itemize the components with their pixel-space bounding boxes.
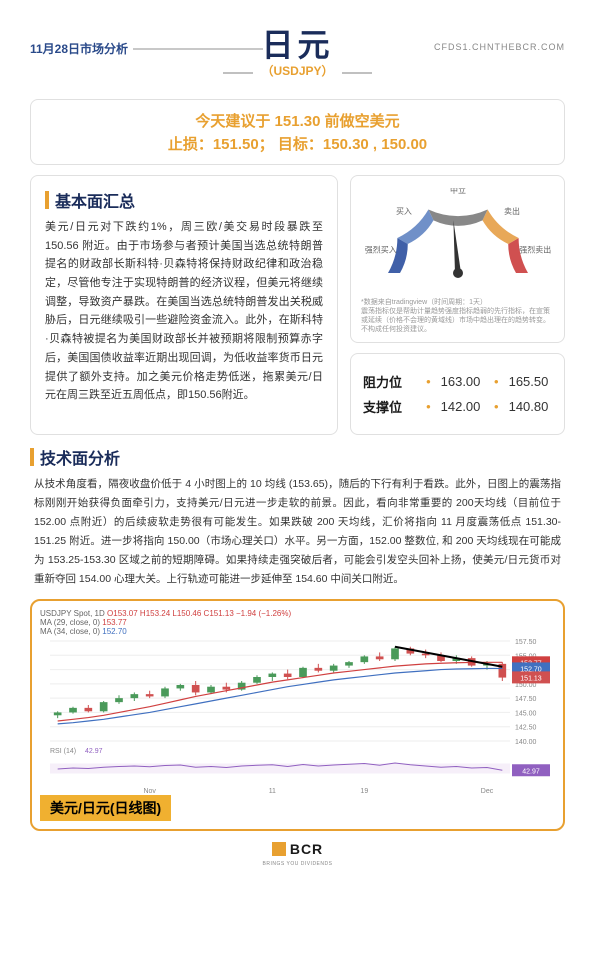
- svg-text:140.00: 140.00: [515, 739, 537, 746]
- brand-tagline: BRINGS YOU DIVIDENDS: [0, 861, 595, 867]
- date-rule: [133, 48, 263, 50]
- svg-text:42.97: 42.97: [85, 748, 103, 755]
- svg-text:中立: 中立: [450, 188, 466, 195]
- svg-text:卖出: 卖出: [504, 206, 520, 216]
- svg-text:RSI (14): RSI (14): [50, 748, 76, 755]
- sentiment-gauge: 强烈卖出 卖出 中立买入强烈买入: [363, 188, 553, 288]
- chart-info: USDJPY Spot, 1D O153.07 H153.24 L150.46 …: [40, 609, 555, 636]
- page-subtitle: （USDJPY）: [261, 62, 333, 79]
- brand-icon: [272, 842, 286, 856]
- date-block: 11月28日市场分析: [30, 40, 263, 57]
- chart-caption: 美元/日元(日线图): [40, 795, 171, 821]
- svg-text:145.00: 145.00: [515, 710, 537, 717]
- svg-text:强烈买入: 强烈买入: [364, 245, 396, 254]
- svg-text:142.50: 142.50: [515, 724, 537, 731]
- technical-body: 从技术角度看，隔夜收盘价低于 4 小时图上的 10 均线 (153.65)，随后…: [30, 475, 565, 588]
- chart-container: USDJPY Spot, 1D O153.07 H153.24 L150.46 …: [30, 599, 565, 831]
- svg-text:147.50: 147.50: [515, 696, 537, 703]
- resistance-row: 阻力位 • 163.00 • 165.50: [363, 372, 552, 391]
- resistance-v2: 165.50: [509, 374, 552, 389]
- gauge-box: 强烈卖出 卖出 中立买入强烈买入 *数据来自tradingview（时间周期：1天）…: [350, 175, 565, 343]
- support-v2: 140.80: [509, 399, 552, 414]
- svg-text:买入: 买入: [395, 207, 411, 216]
- site-url: CFDS1.CHNTHEBCR.COM: [434, 42, 565, 52]
- svg-text:151.13: 151.13: [520, 675, 542, 682]
- levels-box: 阻力位 • 163.00 • 165.50 支撑位 • 142.00 • 140…: [350, 353, 565, 435]
- price-chart: 140.00142.50145.00147.50150.00152.50155.…: [40, 636, 555, 816]
- gauge-note: *数据来自tradingview（时间周期：1天） 震荡指标仅是帮助计量趋势强度…: [361, 298, 554, 334]
- svg-text:19: 19: [360, 788, 368, 795]
- reco-line1: 今天建议于 151.30 前做空美元: [51, 110, 544, 131]
- technical-title: 技术面分析: [40, 445, 120, 469]
- recommendation-box: 今天建议于 151.30 前做空美元 止损：151.50； 目标：150.30 …: [30, 99, 565, 165]
- svg-text:11: 11: [269, 788, 276, 795]
- fundamentals-title: 基本面汇总: [55, 188, 135, 212]
- support-label: 支撑位: [363, 397, 416, 416]
- svg-text:157.50: 157.50: [515, 639, 537, 646]
- header: 11月28日市场分析 日元 （USDJPY） CFDS1.CHNTHEBCR.C…: [0, 0, 595, 89]
- orange-accent: [30, 448, 34, 466]
- date-text: 11月28日市场分析: [30, 40, 128, 57]
- svg-text:Dec: Dec: [481, 788, 494, 795]
- brand-text: BCR: [290, 841, 323, 857]
- svg-text:强烈卖出: 强烈卖出: [519, 244, 551, 254]
- svg-text:42.97: 42.97: [522, 768, 540, 775]
- orange-accent: [45, 191, 49, 209]
- technical-section: 技术面分析 从技术角度看，隔夜收盘价低于 4 小时图上的 10 均线 (153.…: [30, 445, 565, 588]
- resistance-label: 阻力位: [363, 372, 416, 391]
- fundamentals-body: 美元/日元对下跌约1%，周三欧/美交易时段暴跌至 150.56 附近。由于市场参…: [45, 218, 323, 405]
- support-row: 支撑位 • 142.00 • 140.80: [363, 397, 552, 416]
- svg-text:Nov: Nov: [143, 788, 156, 795]
- resistance-v1: 163.00: [441, 374, 484, 389]
- footer: BCR BRINGS YOU DIVIDENDS: [0, 841, 595, 867]
- reco-line2: 止损：151.50； 目标：150.30 , 150.00: [51, 133, 544, 154]
- support-v1: 142.00: [441, 399, 484, 414]
- fundamentals-box: 基本面汇总 美元/日元对下跌约1%，周三欧/美交易时段暴跌至 150.56 附近…: [30, 175, 338, 435]
